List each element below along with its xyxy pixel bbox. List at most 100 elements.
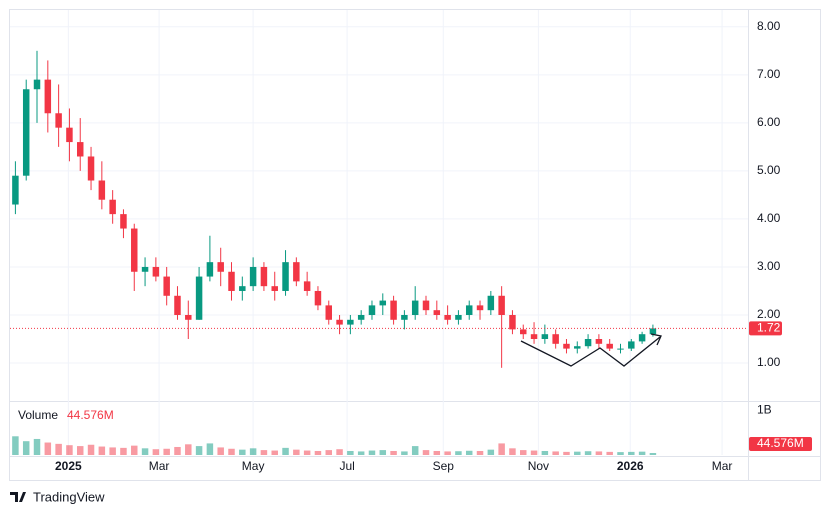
candle-body [260,266,268,287]
volume-bar [87,444,95,455]
volume-bar [563,451,570,455]
candle-body [98,180,106,200]
candle-body [368,305,376,315]
candle-body [109,199,116,215]
x-tick-label: 2026 [617,459,644,473]
candle-body [465,305,473,315]
candle-body [584,339,592,347]
candle-body [120,214,127,229]
volume-bar [574,451,581,455]
volume-bar [509,448,516,455]
x-tick-label: 2025 [55,459,82,473]
candle-body [303,281,311,291]
volume-bar [217,447,224,455]
volume-tick-label: 1B [757,403,772,417]
candle-body [293,262,300,282]
candle-body [509,314,516,330]
candle-body [379,300,387,306]
volume-bar [239,449,246,455]
volume-legend-value: 44.576M [67,408,114,422]
volume-bar [152,449,160,455]
volume-bar [357,451,365,455]
candle-body [185,314,192,320]
candle-body [595,339,603,344]
candle-body [282,262,289,291]
candle-body [239,286,246,291]
candle-body [141,266,149,272]
volume-bar [303,450,311,455]
volume-bar [617,452,624,455]
candle-body [401,314,408,320]
candle-body [228,271,235,291]
candle-body [336,319,343,325]
volume-bar [444,451,451,455]
volume-bar [487,449,495,455]
candle-body [22,89,30,176]
volume-bar [76,446,84,455]
candle-body [195,276,203,320]
volume-legend: Volume [18,408,58,422]
volume-bar [206,443,214,455]
y-tick-label: 7.00 [757,67,781,81]
candle-body [44,79,52,114]
volume-bar [628,451,635,455]
y-tick-label: 5.00 [757,163,781,177]
candle-body [174,295,181,315]
volume-bar [649,453,657,455]
candle-body [520,329,527,335]
pattern-drawing [520,336,661,367]
volume-bar [120,447,127,455]
volume-bar [185,444,192,455]
arrow-head [650,333,662,346]
volume-bar [401,451,408,455]
candle-body [12,175,19,205]
volume-bar [260,450,268,455]
axes: 1.00 2.00 3.00 4.00 5.00 6.00 7.00 8.00 2025 Mar M… [10,19,812,473]
x-tick-label: Nov [528,459,549,473]
candle-body [249,266,257,287]
candle-body [487,295,495,311]
volume-bar [195,446,203,455]
candle-body [574,346,581,349]
candle-body [33,79,41,90]
candle-body [314,290,322,306]
volume-bar [520,450,527,455]
y-tick-label: 1.00 [757,355,781,369]
candle-body [55,113,62,128]
volume-bar [541,450,549,455]
candle-body [347,319,354,325]
y-tick-label: 2.00 [757,307,781,321]
candle-body [390,300,397,320]
volume-bar [55,443,62,455]
candle-body [628,341,635,349]
volume-bar [455,451,462,455]
y-tick-label: 8.00 [757,19,781,33]
volume-bar [606,451,613,455]
candle-body [87,156,95,181]
candle-body [455,314,462,320]
candle-body [76,142,84,157]
last-price-tag [749,321,782,336]
candle-body [217,262,224,272]
candle-body [66,127,73,143]
brand: TradingView [33,489,105,504]
volume-bar [174,446,181,455]
candle-body [152,266,160,277]
x-tick-label: Jul [339,459,354,473]
candle-body [649,328,657,335]
candle-body [563,343,570,349]
volume-bar [530,450,538,455]
volume-bar [163,448,170,455]
volume-bar [498,443,505,455]
x-tick-label: Mar [149,459,170,473]
candle-body [433,310,441,315]
volume-bar [109,447,116,455]
candle-body [476,305,484,311]
volume-bar [228,448,235,455]
volume-bar [336,449,343,455]
volume-bar [325,450,332,455]
candle-body [422,300,430,311]
volume-bar [271,450,278,455]
candle-body [325,305,332,320]
volume-bar [293,449,300,455]
